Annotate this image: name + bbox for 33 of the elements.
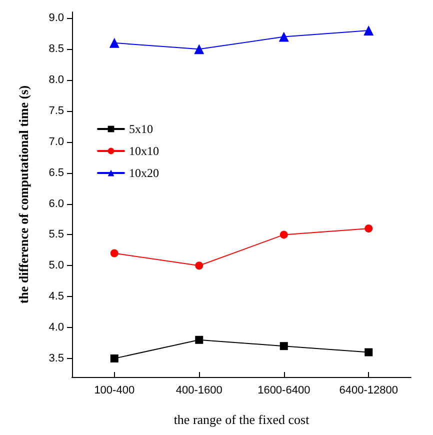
- y-tick-label: 4.5: [48, 290, 64, 303]
- y-tick-label: 3.5: [48, 352, 64, 364]
- x-tick-label: 400-1600: [176, 384, 222, 396]
- y-tick-label: 7.0: [48, 136, 64, 148]
- point: [364, 26, 374, 36]
- x-tick-label: 100-400: [94, 384, 135, 396]
- y-tick-label: 8.5: [48, 43, 64, 56]
- point: [110, 249, 118, 258]
- legend-label: 10x10: [129, 144, 159, 158]
- legend-label: 5x10: [129, 122, 153, 136]
- y-tick-label: 6.0: [48, 198, 64, 210]
- point: [195, 262, 204, 270]
- point: [364, 224, 373, 233]
- y-tick-label: 6.5: [48, 166, 64, 179]
- point: [364, 348, 373, 356]
- point: [278, 32, 289, 42]
- point: [110, 354, 118, 362]
- y-tick-label: 8.0: [48, 74, 64, 86]
- x-tick-label: 6400-12800: [339, 384, 398, 396]
- y-tick-label: 9.0: [48, 12, 64, 24]
- y-tick-label: 5.0: [48, 260, 64, 272]
- x-tick-label: 1600-6400: [258, 384, 310, 396]
- point: [109, 38, 120, 48]
- y-axis-title: the difference of computational time (s): [16, 85, 31, 304]
- x-axis-title: the range of the fixed cost: [174, 412, 310, 427]
- point: [195, 336, 204, 344]
- point: [194, 44, 204, 54]
- y-tick-label: 5.5: [48, 228, 64, 241]
- point: [280, 342, 288, 350]
- point: [280, 230, 288, 239]
- y-tick-label: 4.0: [48, 322, 64, 334]
- y-tick-label: 7.5: [48, 104, 64, 117]
- legend-label: 10x20: [129, 166, 159, 180]
